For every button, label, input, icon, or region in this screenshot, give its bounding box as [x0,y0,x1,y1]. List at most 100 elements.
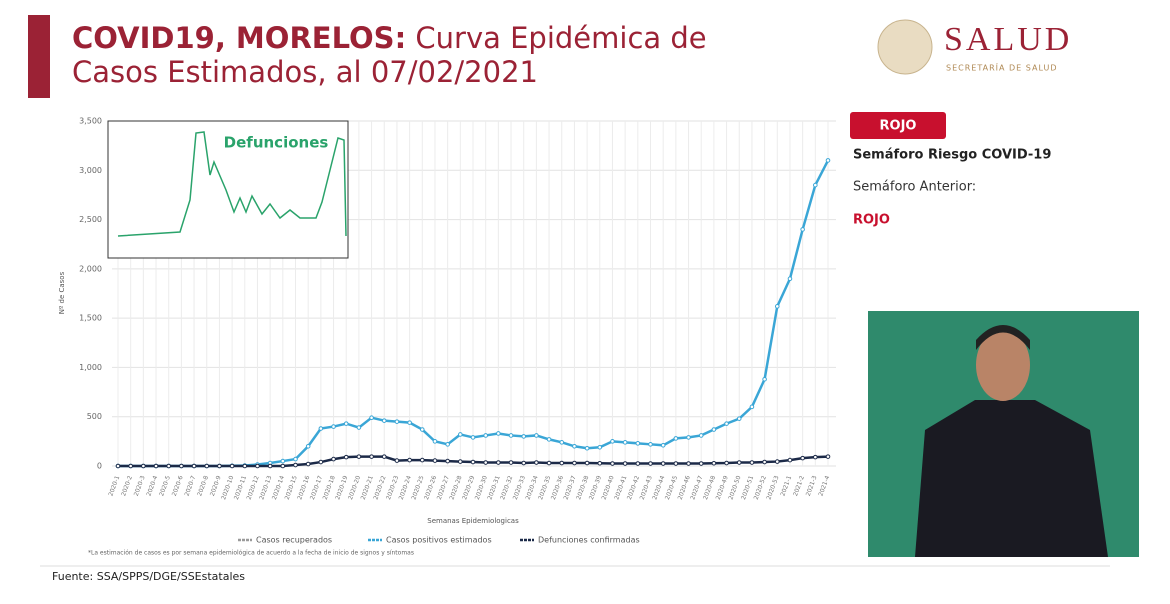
x-tick-label: 2021-3 [805,475,819,498]
point [508,433,514,438]
point [204,463,210,469]
point [813,454,818,460]
y-tick-label: 0 [97,462,102,471]
previous-label: Semáforo Anterior: [853,180,976,195]
y-tick-label: 1,500 [79,314,102,323]
point [787,457,793,463]
title-bold: COVID19, MORELOS: [72,21,406,55]
point [724,460,729,466]
point [356,454,362,459]
y-tick-label: 2,500 [79,215,102,224]
point [496,460,501,465]
point [660,461,666,466]
point [572,460,577,466]
point [673,461,679,466]
point [572,443,577,449]
point [280,463,286,469]
point [635,441,641,446]
x-tick-label: 2020-53 [765,475,780,501]
x-axis-label: Semanas Epidemiologicas [427,517,519,525]
point [610,439,615,444]
point [394,458,400,463]
risk-label: Semáforo Riesgo COVID-19 [853,148,1051,163]
x-tick-label: 2021-2 [792,475,806,498]
point [381,454,387,459]
point [267,463,273,469]
point [305,461,311,467]
badge [850,112,946,139]
point [496,431,501,436]
point [584,460,590,466]
point [217,463,222,469]
point [407,457,412,463]
point [280,458,286,464]
point [762,376,767,382]
point [356,425,362,430]
point [343,421,349,426]
x-tick-label: 2021-4 [817,475,831,498]
point [445,458,450,464]
point [774,459,780,464]
point [559,440,565,445]
point [698,461,704,466]
x-tick-label: 2020-3 [133,475,147,498]
point [686,435,691,440]
inset-title: Defunciones [224,134,329,152]
x-tick-label: 2021-1 [779,475,793,498]
point [470,435,476,440]
point [419,427,425,432]
x-tick-label: 2020-5 [158,475,172,498]
point [800,227,805,232]
point [483,433,488,438]
point [369,454,374,459]
point [597,444,603,450]
point [343,454,349,460]
point [521,460,527,466]
point [445,442,450,447]
accent-bar [28,15,50,98]
point [648,461,653,466]
point [736,416,742,421]
point [115,463,121,469]
point [458,459,463,464]
point [534,460,539,465]
badge-text: ROJO [880,119,917,134]
point [622,461,628,466]
point [584,445,590,451]
point [673,436,679,441]
point [128,463,133,469]
point [774,304,780,309]
point [787,276,793,282]
point [813,182,818,188]
point [724,421,729,426]
interpreter-hair [976,325,1030,350]
logo-seal [877,19,933,75]
point [648,442,653,447]
point [534,433,539,438]
point [546,460,552,466]
x-tick-label: 2020-6 [171,475,185,498]
point [381,418,387,423]
point [559,460,565,466]
point [711,460,717,466]
point [331,424,336,429]
x-tick-label: 2020-2 [120,475,134,498]
inset-curve [117,131,347,237]
point [711,427,717,432]
title: COVID19, MORELOS: Curva Epidémica de [72,21,707,55]
y-tick-label: 3,500 [79,117,102,126]
point [749,404,755,410]
point [508,460,514,465]
point [622,440,628,445]
point [179,463,184,469]
legend-label: Casos positivos estimados [386,536,492,545]
x-tick-label: 2020-8 [196,475,210,498]
legend-label: Casos recuperados [256,536,332,545]
title-rest: Curva Epidémica de [415,21,706,55]
y-tick-label: 2,000 [79,264,102,273]
point [394,419,400,424]
point [293,456,298,462]
point [458,432,463,437]
y-tick-label: 1,000 [79,363,102,372]
